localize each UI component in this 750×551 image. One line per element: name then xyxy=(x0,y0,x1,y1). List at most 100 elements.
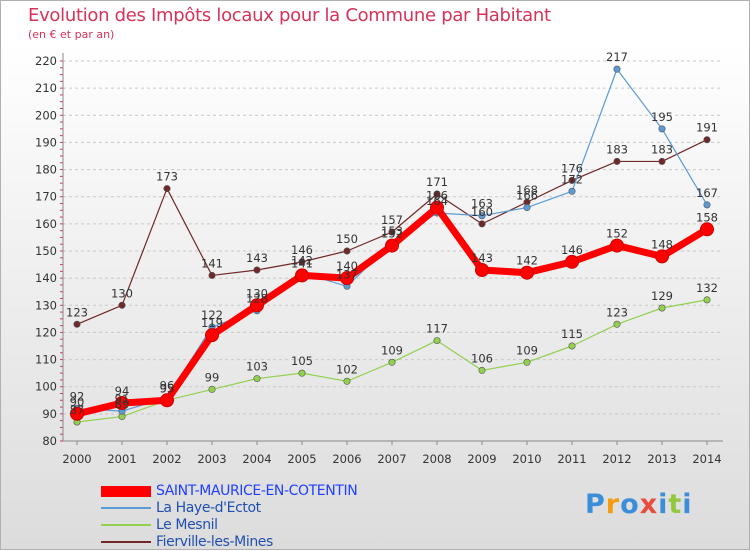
data-point xyxy=(478,366,486,374)
data-label: 99 xyxy=(205,370,220,384)
logo-letter: x xyxy=(639,489,659,520)
data-point xyxy=(613,320,621,328)
data-point xyxy=(478,220,486,228)
x-tick-label: 2006 xyxy=(332,452,361,466)
logo-letter: t xyxy=(668,489,683,520)
logo-letter: P xyxy=(585,489,606,520)
data-point xyxy=(568,342,576,350)
data-label: 166 xyxy=(426,189,448,203)
x-tick-label: 2011 xyxy=(557,452,586,466)
data-point xyxy=(343,377,351,385)
data-point xyxy=(208,385,216,393)
data-label: 109 xyxy=(381,343,403,357)
data-point xyxy=(703,136,711,144)
legend-label: Le Mesnil xyxy=(156,517,218,533)
data-point xyxy=(655,249,669,264)
data-point xyxy=(613,65,621,73)
data-point xyxy=(388,358,396,366)
data-label: 163 xyxy=(471,197,493,211)
data-label: 195 xyxy=(651,110,673,124)
data-label: 150 xyxy=(336,232,358,246)
proxiti-logo: Proxiti xyxy=(585,489,693,520)
y-tick-label: 200 xyxy=(35,108,57,122)
data-point xyxy=(658,125,666,133)
x-tick-label: 2013 xyxy=(647,452,676,466)
data-label: 153 xyxy=(381,224,403,238)
data-point xyxy=(613,157,621,165)
y-tick-label: 90 xyxy=(42,407,57,421)
y-tick-label: 160 xyxy=(35,217,57,231)
data-label: 146 xyxy=(291,243,313,257)
y-tick-label: 170 xyxy=(35,190,57,204)
logo-letter: r xyxy=(605,489,621,520)
data-point xyxy=(253,266,261,274)
data-point xyxy=(565,254,579,269)
legend-swatch xyxy=(101,524,151,526)
y-tick-label: 100 xyxy=(35,380,57,394)
data-point xyxy=(523,204,531,212)
data-label: 166 xyxy=(516,189,538,203)
data-label: 117 xyxy=(426,322,448,336)
data-point xyxy=(115,396,129,410)
data-point xyxy=(160,393,174,408)
data-point xyxy=(205,328,219,343)
data-label: 217 xyxy=(606,50,628,64)
data-label: 141 xyxy=(291,256,313,270)
legend-label: SAINT-MAURICE-EN-COTENTIN xyxy=(156,483,358,499)
data-label: 119 xyxy=(201,316,223,330)
y-tick-label: 80 xyxy=(42,434,57,448)
data-label: 106 xyxy=(471,351,493,365)
y-tick-label: 130 xyxy=(35,298,57,312)
data-label: 141 xyxy=(201,256,223,270)
data-label: 172 xyxy=(561,172,583,186)
y-tick-label: 180 xyxy=(35,163,57,177)
legend-swatch xyxy=(101,507,151,509)
data-label: 87 xyxy=(70,403,85,417)
x-tick-label: 2014 xyxy=(692,452,721,466)
data-label: 130 xyxy=(246,286,268,300)
x-tick-label: 2010 xyxy=(512,452,541,466)
data-label: 152 xyxy=(606,227,628,241)
data-point xyxy=(340,271,354,286)
legend-swatch xyxy=(101,541,151,543)
data-point xyxy=(433,337,441,345)
data-label: 123 xyxy=(66,305,88,319)
data-point xyxy=(658,157,666,165)
data-label: 191 xyxy=(696,121,718,135)
data-label: 122 xyxy=(201,308,223,322)
data-label: 96 xyxy=(160,379,175,393)
data-label: 103 xyxy=(246,360,268,374)
legend-label: La Haye-d'Ectot xyxy=(156,500,261,516)
data-label: 140 xyxy=(336,259,358,273)
x-tick-label: 2000 xyxy=(62,452,91,466)
x-tick-label: 2001 xyxy=(107,452,136,466)
data-label: 105 xyxy=(291,354,313,368)
data-point xyxy=(70,406,84,421)
data-point xyxy=(298,258,306,266)
data-label: 129 xyxy=(651,289,673,303)
data-label: 183 xyxy=(651,142,673,156)
y-tick-label: 140 xyxy=(35,271,57,285)
data-point xyxy=(298,369,306,377)
data-point xyxy=(118,301,126,309)
y-tick-label: 110 xyxy=(35,353,57,367)
data-point xyxy=(343,247,351,255)
data-point xyxy=(250,298,264,313)
x-tick-label: 2008 xyxy=(422,452,451,466)
x-tick-label: 2012 xyxy=(602,452,631,466)
x-tick-label: 2004 xyxy=(242,452,271,466)
chart-title: Evolution des Impôts locaux pour la Comm… xyxy=(28,5,551,26)
data-point xyxy=(568,176,576,184)
data-point xyxy=(73,320,81,328)
y-tick-label: 210 xyxy=(35,81,57,95)
data-label: 158 xyxy=(696,210,718,224)
logo-letter: i xyxy=(682,489,693,520)
data-label: 94 xyxy=(115,384,130,398)
data-label: 95 xyxy=(160,381,175,395)
data-point xyxy=(163,185,171,193)
data-label: 142 xyxy=(291,254,313,268)
data-point xyxy=(703,201,711,209)
logo-letter: i xyxy=(658,489,669,520)
y-tick-label: 150 xyxy=(35,244,57,258)
data-label: 132 xyxy=(696,281,718,295)
